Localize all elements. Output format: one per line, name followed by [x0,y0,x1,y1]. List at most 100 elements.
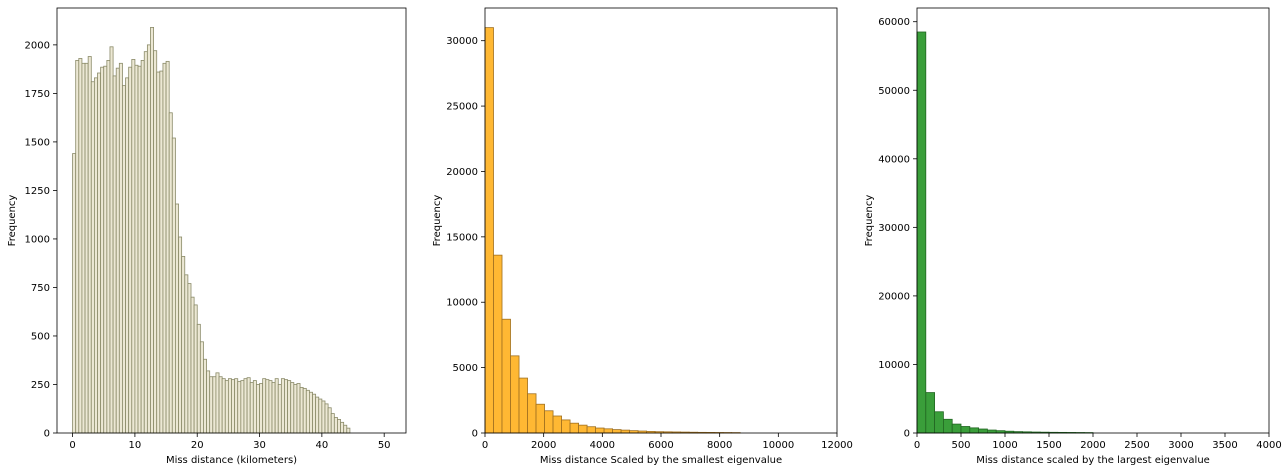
histogram-bar [620,429,631,434]
x-tick-label: 2000 [531,440,556,451]
histogram-bar [324,403,329,434]
y-tick-label: 25000 [446,102,478,113]
y-tick-label: 0 [904,429,910,440]
y-tick-label: 750 [31,283,50,294]
x-tick-label: 20 [191,440,204,451]
histogram-bar [100,66,105,434]
histogram-bar [193,304,198,434]
histogram-bar [256,384,260,434]
y-tick-label: 30000 [446,36,478,47]
histogram-bar [221,378,226,434]
histogram-bar [75,60,80,434]
histogram-bar [259,383,264,434]
histogram-bar [143,51,148,434]
x-tick-label: 4000 [1256,440,1281,451]
histogram-bar [181,255,186,434]
histogram-bar [81,62,86,434]
histogram-bar [227,378,232,434]
histogram-bar [212,376,217,434]
x-tick-label: 0 [69,440,75,451]
y-tick-label: 40000 [878,154,910,165]
histogram-bar [243,378,248,434]
y-axis-label: Frequency [7,195,18,247]
histogram-panel-2: 0 2000 4000 6000 8000 10000 12000 0 5000 10000 150… [432,7,853,466]
y-tick-label: 10000 [446,298,478,309]
histogram-bar [290,382,295,434]
y-tick-label: 20000 [446,167,478,178]
histogram-bar [299,386,304,434]
histogram-bar [175,203,179,434]
histogram-bar [153,50,158,434]
x-tick-label: 50 [378,440,391,451]
x-tick-label: 6000 [648,440,673,451]
histogram-bar [302,387,307,434]
x-tick-label: 2500 [1124,440,1149,451]
histogram-bar [544,410,554,434]
histogram-bar [206,370,211,434]
x-tick-label: 2000 [1080,440,1105,451]
histogram-bar [312,393,317,434]
histogram-bar [603,428,614,434]
histogram-bar [249,382,254,434]
y-tick-label: 500 [31,331,50,342]
x-tick-label: 0 [482,440,488,451]
histogram-bar [196,323,201,434]
x-tick-label: 3000 [1168,440,1193,451]
histogram-bar [137,65,142,434]
y-axis-label: Frequency [864,195,875,247]
histogram-bar [510,355,520,434]
histogram-bar [168,112,173,434]
y-tick-label: 250 [31,380,50,391]
histogram-bar [237,381,242,434]
x-axis-label: Miss distance scaled by the largest eige… [976,455,1210,466]
histogram-bar [106,60,111,434]
histogram-bar [128,66,133,434]
histogram-bar [569,422,579,434]
histogram-bar [293,384,298,434]
histogram-bar [960,426,971,434]
histogram-bar [501,318,511,434]
histogram-bar [103,65,108,434]
y-tick-label: 1750 [25,89,50,100]
histogram-bar [203,358,207,434]
y-tick-label: 20000 [878,291,910,302]
histogram-bar [84,62,89,434]
x-tick-label: 10 [129,440,142,451]
histogram-bar [612,429,622,434]
histogram-bar [969,427,979,434]
x-tick-label: 1500 [1036,440,1061,451]
histogram-bar [131,59,136,434]
histogram-bar [318,398,323,434]
histogram-bar [535,403,545,434]
y-tick-label: 60000 [878,17,910,28]
y-tick-label: 5000 [453,363,478,374]
histogram-bar [595,427,605,434]
plot-frame [916,7,1270,434]
histogram-bar [518,377,528,434]
histogram-bar [327,407,332,434]
histogram-bar [171,137,176,434]
histogram-bar [330,413,335,434]
y-tick-label: 10000 [878,360,910,371]
histogram-bar [552,415,562,434]
histogram-bar [118,62,123,434]
histogram-bar [112,75,117,434]
histogram-bar [72,153,77,434]
x-tick-label: 4000 [590,440,615,451]
histogram-bar [561,419,571,434]
histogram-bar [178,236,183,434]
histogram-bar [265,379,270,434]
histogram-bar [109,46,114,434]
histogram-bar [321,400,326,434]
histogram-bar [199,341,204,434]
y-tick-label: 1500 [25,137,50,148]
histogram-bar [215,372,220,434]
histogram-bar [308,391,313,434]
histogram-bar [268,380,273,434]
histogram-bar [274,378,279,434]
histogram-bar [978,428,988,434]
histogram-bar [90,81,95,434]
histogram-bar [951,423,962,434]
y-tick-label: 1000 [25,234,50,245]
histogram-bar [343,424,348,434]
